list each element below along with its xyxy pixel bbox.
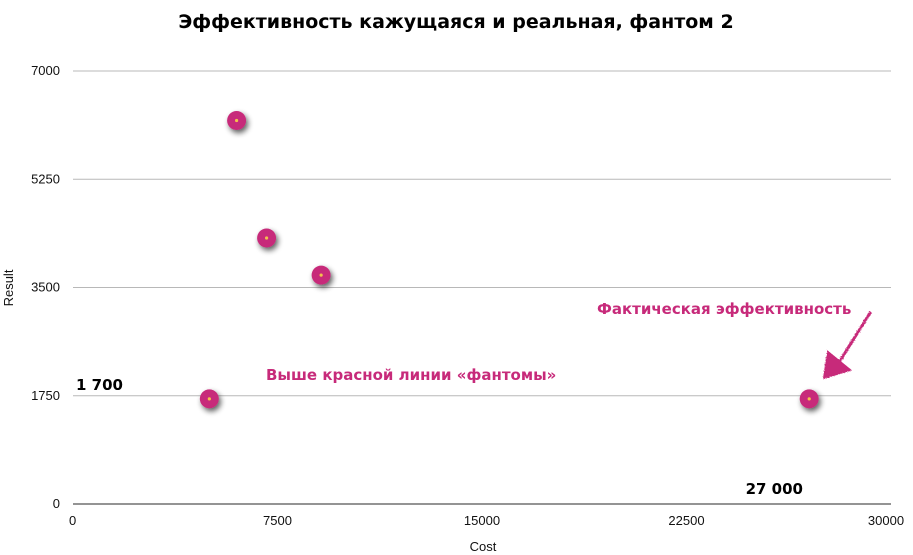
y-tick-label: 0 bbox=[53, 496, 60, 511]
data-point-center bbox=[235, 118, 239, 123]
arrow-annotation bbox=[822, 311, 872, 380]
y-axis-label: Result bbox=[1, 269, 16, 306]
x-tick-label: 15000 bbox=[464, 513, 500, 528]
x-value-annotation: 27 000 bbox=[746, 480, 803, 498]
x-tick-label: 0 bbox=[69, 513, 76, 528]
data-point bbox=[257, 228, 277, 248]
actual-efficiency-annotation: Фактическая эффективность bbox=[597, 300, 851, 318]
y-tick-label: 5250 bbox=[31, 171, 60, 186]
y-value-annotation: 1 700 bbox=[76, 376, 123, 394]
data-point-center bbox=[207, 397, 211, 401]
x-axis-label: Cost bbox=[470, 539, 497, 554]
x-tick-label: 30000 bbox=[868, 513, 904, 528]
x-tick-label: 22500 bbox=[668, 513, 704, 528]
phantoms-annotation: Выше красной линии «фантомы» bbox=[266, 366, 556, 384]
y-tick-label: 3500 bbox=[31, 280, 60, 295]
chart-title: Эффективность кажущаяся и реальная, фант… bbox=[178, 11, 733, 33]
data-point-center bbox=[807, 397, 811, 401]
y-tick-label: 7000 bbox=[31, 63, 60, 78]
data-point-center bbox=[319, 273, 323, 277]
data-point bbox=[311, 265, 331, 285]
y-tick-label: 1750 bbox=[31, 388, 60, 403]
x-tick-label: 7500 bbox=[263, 513, 292, 528]
data-point bbox=[227, 110, 247, 130]
data-point-center bbox=[264, 236, 269, 240]
data-point bbox=[199, 389, 219, 409]
data-point bbox=[799, 389, 819, 409]
